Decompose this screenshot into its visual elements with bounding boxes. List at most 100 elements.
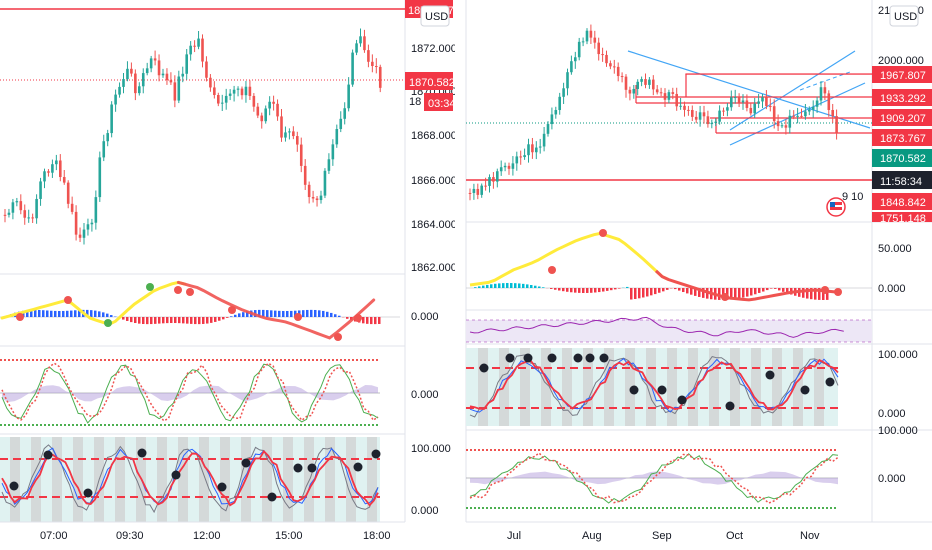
macd-bar — [362, 317, 365, 324]
stoch-band — [220, 437, 230, 522]
right-macd-pane[interactable] — [466, 229, 872, 302]
macd-bar — [346, 317, 349, 319]
macd-bar — [650, 288, 653, 296]
macd-bar — [642, 288, 645, 298]
candle-body — [515, 156, 519, 164]
candle-body — [299, 144, 303, 166]
left-time-axis[interactable]: 07:00 09:30 12:00 15:00 18:00 — [0, 521, 405, 542]
stoch-band — [346, 437, 356, 522]
candle-body — [749, 107, 753, 114]
macd-signal-dot — [334, 333, 342, 341]
macd-bar — [370, 317, 373, 325]
left-macd-pane[interactable] — [0, 280, 400, 341]
candle-body — [792, 115, 795, 117]
macd-bar — [626, 286, 629, 288]
candle-body — [189, 45, 192, 55]
candle-body — [585, 30, 589, 42]
macd-signal-dot — [64, 296, 72, 304]
stoch-cross-dot — [825, 377, 835, 387]
macd-signal-dot — [834, 288, 842, 296]
macd-bar — [550, 288, 553, 289]
macd-bar — [242, 312, 245, 317]
candle-body — [86, 224, 90, 230]
right-candles[interactable] — [468, 24, 838, 201]
candle-body — [722, 110, 725, 112]
macd-bar — [570, 288, 573, 293]
macd-bar — [522, 283, 525, 288]
macd-signal-dot — [599, 229, 607, 237]
right-time-tick: Nov — [800, 530, 820, 542]
flag-badge-icon[interactable] — [826, 197, 846, 217]
left-hidden-tick: 18 — [409, 96, 421, 108]
candle-body — [761, 97, 764, 102]
candle-body — [808, 109, 811, 112]
macd-bar — [22, 310, 25, 317]
candle-body — [205, 61, 208, 78]
right-usd-button[interactable]: USD — [889, 5, 919, 27]
candle-body — [292, 131, 295, 137]
macd-bar — [266, 310, 269, 317]
candle-body — [173, 82, 177, 101]
level-label: 1873.767 — [880, 133, 926, 145]
stoch-cross-dot — [677, 395, 687, 405]
macd-bar — [802, 288, 805, 298]
candle-body — [616, 66, 620, 77]
stoch-cross-dot — [267, 492, 277, 502]
right-time-tick: Jul — [507, 530, 521, 542]
macd-bar — [98, 311, 101, 317]
candle-body — [296, 136, 299, 145]
macd-bar — [278, 310, 281, 317]
candle-body — [213, 87, 216, 96]
candle-body — [130, 68, 133, 74]
macd-bar — [822, 288, 825, 300]
badge-count: 9 10 — [842, 191, 863, 203]
candle-body — [244, 86, 248, 96]
macd-bar — [142, 317, 145, 325]
stoch-band — [10, 437, 20, 522]
stoch-band — [367, 437, 377, 522]
stoch-band — [520, 348, 530, 426]
macd-bar — [818, 288, 821, 300]
right-chart: 9 10 — [466, 0, 932, 542]
stoch-cross-dot — [800, 385, 810, 395]
stoch-band — [157, 437, 167, 522]
candle-body — [240, 88, 244, 96]
stoch-band — [199, 437, 209, 522]
left-time-tick: 09:30 — [116, 530, 144, 542]
macd-bar — [826, 288, 829, 300]
candle-body — [35, 198, 38, 219]
candle-body — [488, 177, 491, 186]
right-time-axis[interactable]: Jul Aug Sep Oct Nov — [466, 521, 932, 542]
macd-bar — [514, 283, 517, 288]
candle-body — [609, 63, 612, 67]
left-osc2-pane[interactable] — [0, 359, 380, 426]
macd-bar — [58, 310, 61, 317]
left-candles[interactable] — [3, 28, 382, 245]
left-stoch-pane[interactable] — [0, 437, 381, 522]
right-stoch-pane[interactable] — [466, 348, 839, 426]
left-price-axis[interactable]: 1872.000 1870.000 1868.000 1866.000 1864… — [411, 43, 457, 517]
macd-bar — [230, 316, 233, 317]
macd-signal-dot — [174, 286, 182, 294]
candle-body — [232, 89, 236, 94]
right-bottom-label: 1751.148 — [880, 213, 926, 225]
candle-body — [815, 100, 819, 107]
candle-body — [307, 184, 311, 198]
macd-bar — [602, 288, 605, 292]
macd-bar — [762, 288, 765, 292]
candle-body — [601, 54, 604, 56]
right-rsi-pane[interactable] — [466, 316, 872, 343]
candle-body — [593, 37, 597, 43]
macd-bar — [274, 310, 277, 317]
candle-body — [43, 171, 46, 182]
macd-bar — [658, 288, 661, 293]
macd-bar — [730, 288, 733, 300]
macd-bar — [178, 317, 181, 324]
candle-body — [644, 79, 647, 85]
candle-body — [819, 87, 823, 101]
macd-bar — [742, 288, 745, 298]
left-usd-button[interactable]: USD — [420, 5, 450, 27]
stoch-cross-dot — [599, 353, 609, 363]
right-osc2-pane[interactable] — [466, 449, 839, 509]
left-countdown: 03:34 — [428, 98, 456, 110]
